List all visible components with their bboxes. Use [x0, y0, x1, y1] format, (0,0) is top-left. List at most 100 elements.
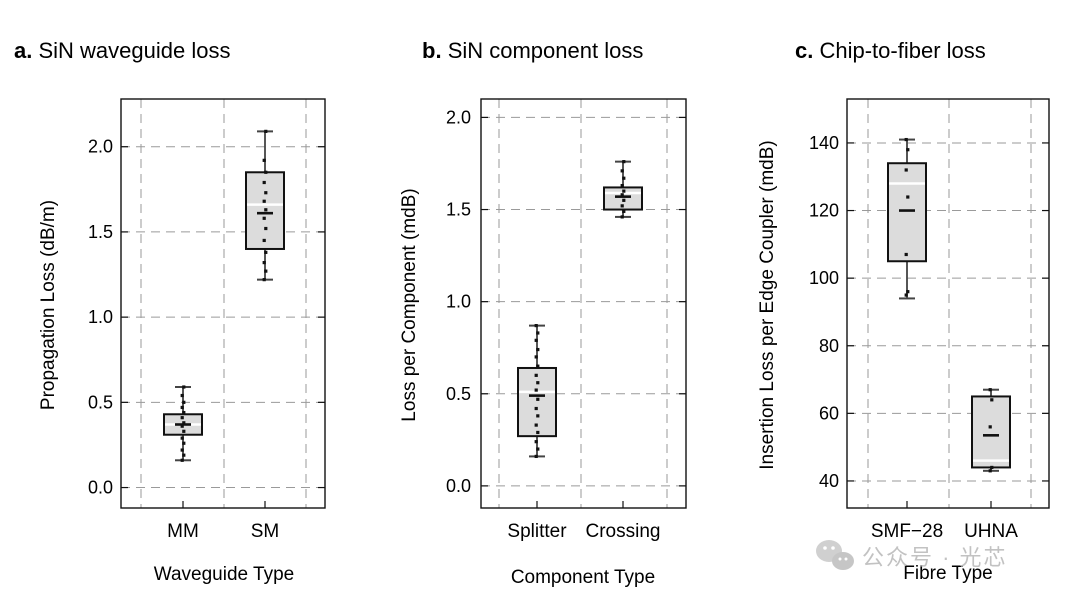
- plot-frame: [120, 98, 326, 509]
- data-point: [536, 381, 540, 385]
- data-point: [264, 129, 268, 133]
- y-tick-label: 120: [809, 201, 839, 221]
- data-point: [534, 355, 538, 359]
- x-category-label: Crossing: [586, 521, 661, 542]
- data-point: [534, 388, 538, 392]
- data-point: [904, 293, 908, 297]
- y-tick-label: 40: [819, 471, 839, 491]
- panel-b-ylabel: Loss per Component (mdB): [399, 188, 420, 421]
- data-point: [264, 250, 268, 254]
- y-tick-label: 100: [809, 268, 839, 288]
- data-point: [182, 429, 186, 433]
- data-point: [536, 447, 540, 451]
- data-point: [182, 400, 186, 404]
- data-point: [180, 393, 184, 398]
- watermark-text: 公众号 · 光芯: [862, 545, 1008, 570]
- data-point: [534, 406, 538, 411]
- data-point: [534, 324, 538, 328]
- panel-c-plot: 40 60 80 100 120 140 SMF−28 UHNA: [809, 98, 1050, 542]
- data-point: [262, 278, 266, 282]
- data-point: [264, 208, 268, 212]
- plot-frame: [480, 98, 687, 509]
- data-point: [536, 331, 540, 335]
- data-point: [264, 191, 268, 195]
- x-category-label: Splitter: [507, 521, 567, 542]
- x-category-label: UHNA: [964, 521, 1018, 542]
- data-point: [536, 397, 540, 401]
- panel-a-xlabel: Waveguide Type: [154, 564, 294, 585]
- data-point: [620, 193, 624, 197]
- data-point: [182, 421, 186, 425]
- x-category-label: MM: [167, 521, 199, 542]
- y-tick-label: 0.5: [446, 384, 471, 404]
- y-tick-label: 0.0: [446, 476, 471, 496]
- data-point: [534, 338, 538, 342]
- y-tick-label: 1.5: [446, 200, 471, 220]
- data-point: [262, 158, 266, 162]
- data-point: [620, 215, 624, 219]
- data-point: [622, 209, 626, 213]
- y-tick-label: 1.0: [446, 292, 471, 312]
- data-point: [988, 388, 992, 392]
- y-tick-label: 2.0: [88, 137, 113, 157]
- panel-a-title: a. SiN waveguide loss: [14, 38, 230, 63]
- data-point: [536, 364, 540, 368]
- data-point: [620, 183, 624, 188]
- data-point: [182, 385, 186, 389]
- data-point: [622, 189, 626, 193]
- y-tick-label: 80: [819, 336, 839, 356]
- data-point: [906, 290, 910, 294]
- panel-c-ylabel: Insertion Loss per Edge Coupler (mdB): [757, 140, 778, 470]
- data-point: [990, 465, 994, 470]
- data-point: [264, 269, 268, 273]
- data-point: [534, 454, 538, 459]
- data-point: [988, 469, 992, 473]
- data-point: [622, 160, 626, 164]
- y-tick-label: 0.0: [88, 478, 113, 498]
- y-tick-label: 140: [809, 133, 839, 153]
- data-point: [906, 148, 910, 152]
- data-point: [990, 398, 994, 402]
- y-tick-label: 1.5: [88, 222, 113, 242]
- panel-b-xlabel: Component Type: [511, 567, 655, 588]
- box-iqr: [971, 395, 1011, 469]
- data-point: [262, 261, 266, 265]
- data-point: [534, 440, 538, 444]
- data-point: [264, 226, 268, 231]
- wechat-icon: [816, 540, 854, 570]
- x-category-label: SMF−28: [871, 521, 943, 542]
- panel-a-plot: 0.0 0.5 1.0 1.5 2.0 MM SM: [88, 98, 326, 542]
- data-point: [534, 373, 538, 377]
- data-point: [536, 347, 540, 352]
- data-point: [620, 169, 624, 173]
- data-point: [180, 436, 184, 440]
- data-point: [182, 441, 186, 445]
- panel-b-plot: 0.0 0.5 1.0 1.5 2.0 Splitter Crossing: [446, 98, 687, 542]
- data-point: [262, 180, 266, 185]
- data-point: [536, 430, 540, 435]
- data-point: [180, 416, 184, 420]
- panel-a-ylabel: Propagation Loss (dB/m): [38, 200, 59, 410]
- plot-frame: [846, 98, 1050, 509]
- data-point: [534, 423, 538, 427]
- y-tick-label: 1.0: [88, 307, 113, 327]
- panel-b-title: b. SiN component loss: [422, 38, 643, 63]
- data-point: [262, 216, 266, 220]
- y-tick-label: 0.5: [88, 392, 113, 412]
- data-point: [904, 252, 908, 257]
- data-point: [264, 170, 268, 174]
- data-point: [904, 137, 908, 142]
- data-point: [180, 458, 184, 462]
- data-point: [182, 453, 186, 457]
- data-point: [988, 425, 992, 429]
- y-tick-label: 2.0: [446, 107, 471, 127]
- data-point: [262, 238, 266, 243]
- data-point: [536, 414, 540, 418]
- data-point: [262, 199, 266, 203]
- data-point: [620, 204, 624, 208]
- data-point: [180, 405, 184, 410]
- data-point: [180, 424, 184, 428]
- data-point: [180, 448, 184, 452]
- data-point: [906, 195, 910, 199]
